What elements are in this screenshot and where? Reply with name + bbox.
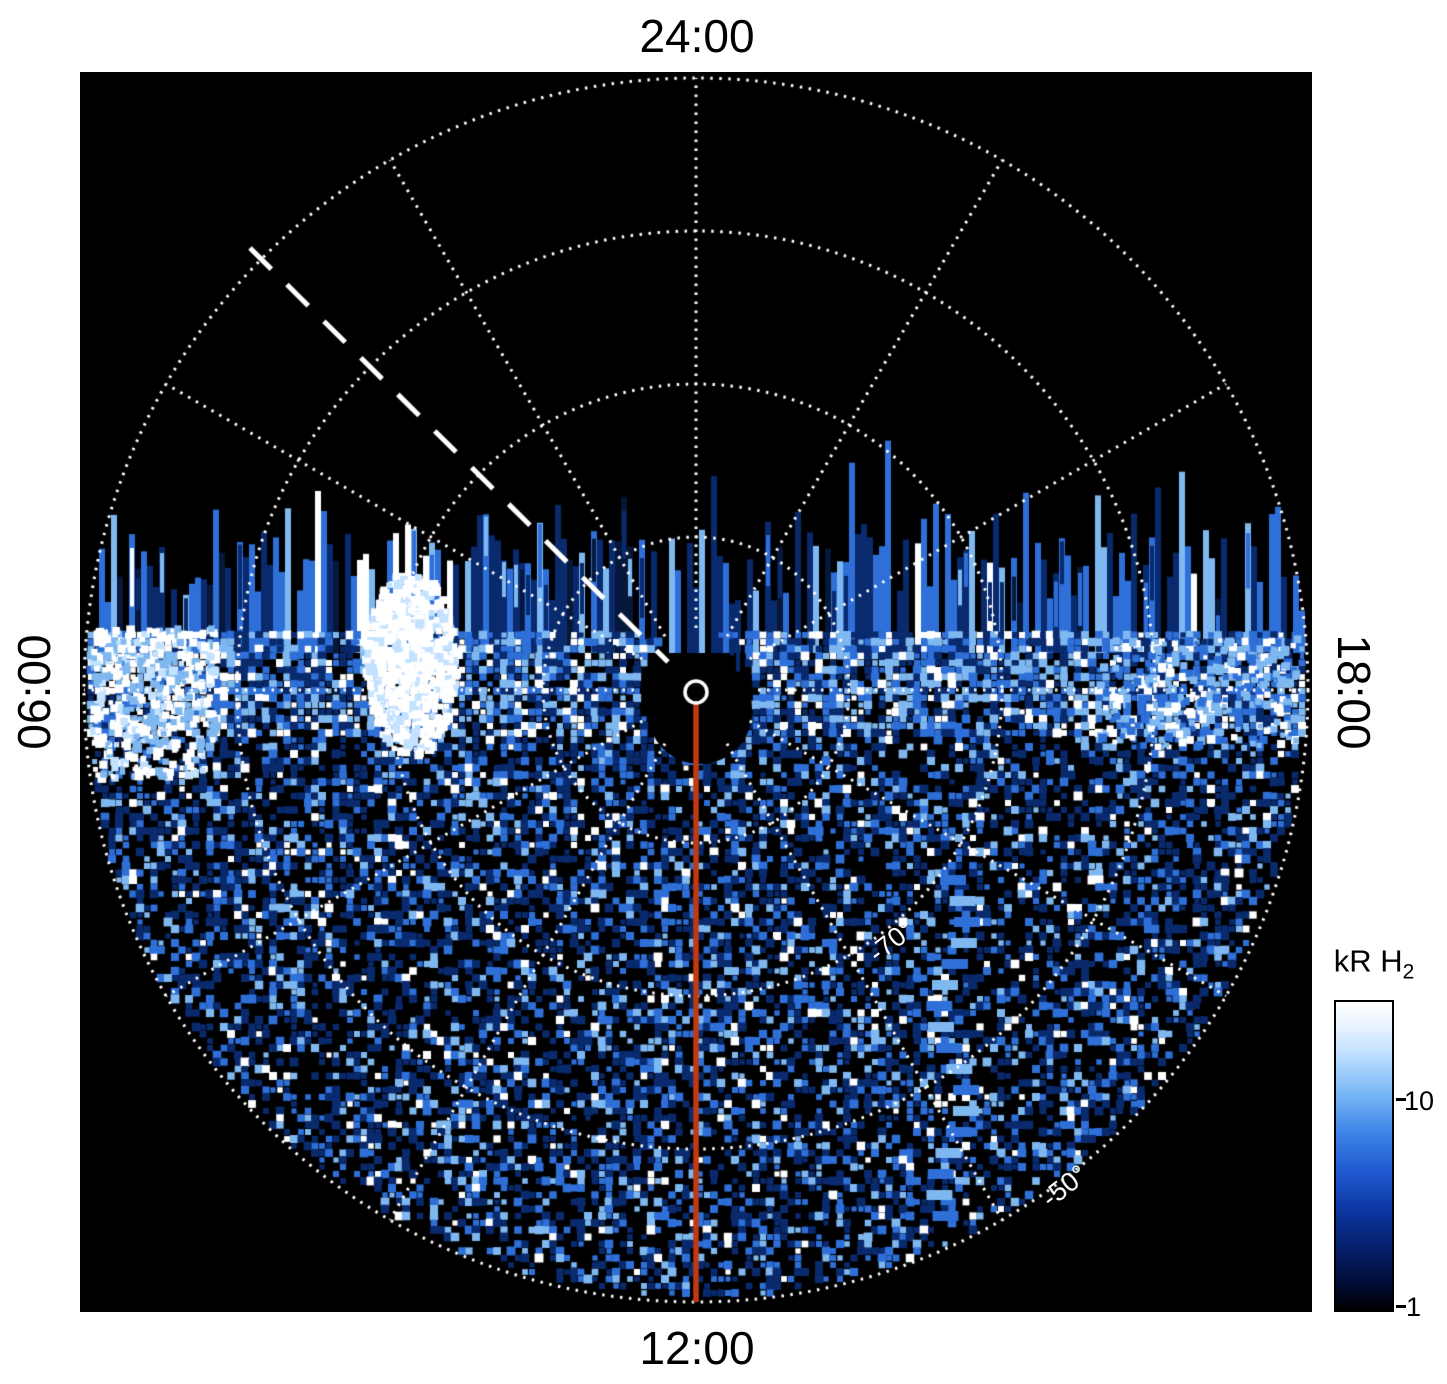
time-label-1800: 18:00 <box>1328 634 1380 750</box>
colorbar-tick-1 <box>1396 1305 1406 1308</box>
polar-plot-area: -70° -50° <box>80 72 1312 1312</box>
colorbar <box>1334 1000 1394 1312</box>
time-label-1200: 12:00 <box>639 1322 755 1374</box>
colorbar-tick-10 <box>1396 1098 1406 1101</box>
colorbar-ticklabel-10: 10 <box>1404 1086 1435 1116</box>
colorbar-title-main: kR H <box>1333 943 1403 979</box>
time-label-0600: 06:00 <box>8 634 60 750</box>
aurora-polar-heatmap <box>80 72 1312 1312</box>
colorbar-title-subscript: 2 <box>1402 960 1415 984</box>
colorbar-title: kR H2 <box>1334 943 1415 984</box>
colorbar-ticklabel-1: 1 <box>1406 1292 1422 1322</box>
time-label-2400: 24:00 <box>639 10 755 62</box>
